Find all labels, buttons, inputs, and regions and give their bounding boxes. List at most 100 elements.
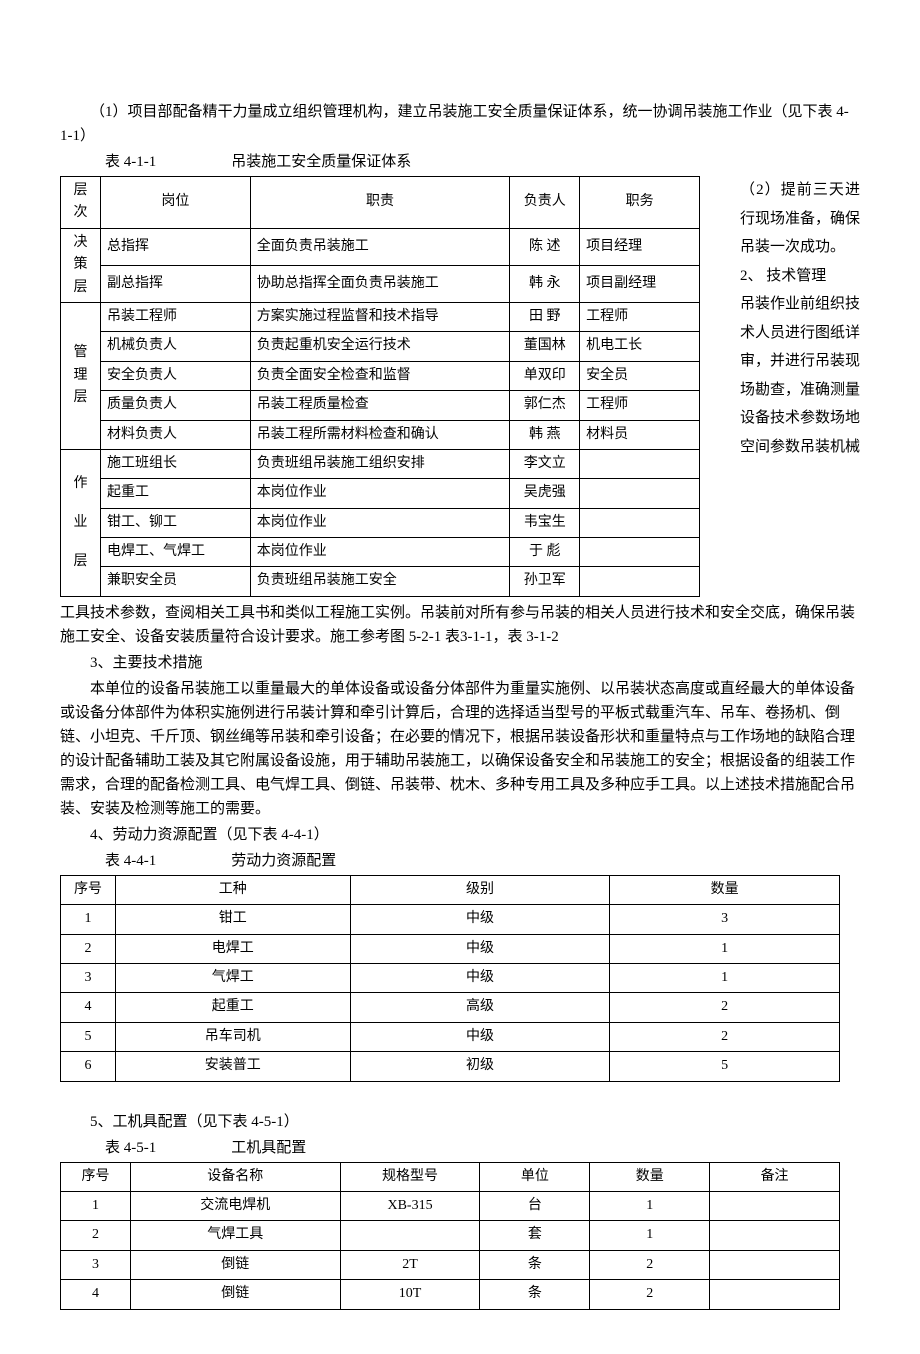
cell: 气焊工具: [130, 1221, 340, 1250]
cell: 1: [61, 905, 116, 934]
cell: 高级: [350, 993, 610, 1022]
table-row: 管理层吊装工程师方案实施过程监督和技术指导田 野工程师: [61, 302, 700, 331]
cell: [710, 1191, 840, 1220]
table-411-header-row: 层次 岗位 职责 负责人 职务: [61, 177, 700, 229]
person-cell: 于 彪: [510, 538, 580, 567]
role-cell: 电焊工、气焊工: [100, 538, 250, 567]
t3-h5: 数量: [590, 1162, 710, 1191]
cell: 中级: [350, 934, 610, 963]
duty-cell: 协助总指挥全面负责吊装施工: [250, 265, 510, 302]
cell: 3: [610, 905, 840, 934]
cell: 2: [610, 1022, 840, 1051]
side-p3: 吊装作业前组织技术人员进行图纸详审，并进行吊装现场勘查，准确测量设备技术参数场地…: [740, 290, 860, 461]
table-row: 安全负责人负责全面安全检查和监督单双印安全员: [61, 361, 700, 390]
person-cell: 田 野: [510, 302, 580, 331]
cell: 交流电焊机: [130, 1191, 340, 1220]
title-cell: [580, 449, 700, 478]
cell: 2: [610, 993, 840, 1022]
t3-h1: 序号: [61, 1162, 131, 1191]
cell: 2T: [340, 1250, 480, 1279]
person-cell: 孙卫军: [510, 567, 580, 596]
person-cell: 韩 永: [510, 265, 580, 302]
cell: 套: [480, 1221, 590, 1250]
level-cell: 决策层: [61, 228, 101, 302]
side-p2: 2、 技术管理: [740, 262, 860, 291]
table-441-header-row: 序号 工种 级别 数量: [61, 875, 840, 904]
table-row: 5吊车司机中级2: [61, 1022, 840, 1051]
cell: 钳工: [115, 905, 350, 934]
t2-h1: 序号: [61, 875, 116, 904]
title-cell: 工程师: [580, 302, 700, 331]
cell: 2: [61, 1221, 131, 1250]
cell: 起重工: [115, 993, 350, 1022]
t1-h2: 岗位: [100, 177, 250, 229]
duty-cell: 吊装工程质量检查: [250, 391, 510, 420]
cell: 3: [61, 1250, 131, 1279]
right-side-text: （2）提前三天进行现场准备，确保吊装一次成功。 2、 技术管理 吊装作业前组织技…: [740, 176, 860, 461]
role-cell: 钳工、铆工: [100, 508, 250, 537]
level-cell: 管理层: [61, 302, 101, 449]
table-row: 1交流电焊机XB-315台1: [61, 1191, 840, 1220]
cell: 1: [61, 1191, 131, 1220]
middle-p1: 工具技术参数，查阅相关工具书和类似工程施工实例。吊装前对所有参与吊装的相关人员进…: [60, 601, 860, 649]
table-451-label: 表 4-5-1 工机具配置: [60, 1136, 860, 1160]
role-cell: 副总指挥: [100, 265, 250, 302]
person-cell: 郭仁杰: [510, 391, 580, 420]
cell: 条: [480, 1250, 590, 1279]
duty-cell: 本岗位作业: [250, 538, 510, 567]
title-cell: 项目副经理: [580, 265, 700, 302]
middle-p2: 3、主要技术措施: [60, 651, 860, 675]
cell: [710, 1250, 840, 1279]
cell: 2: [590, 1250, 710, 1279]
cell: XB-315: [340, 1191, 480, 1220]
table-451-header-row: 序号 设备名称 规格型号 单位 数量 备注: [61, 1162, 840, 1191]
cell: 倒链: [130, 1280, 340, 1309]
cell: 倒链: [130, 1250, 340, 1279]
cell: 2: [61, 934, 116, 963]
table-row: 质量负责人吊装工程质量检查郭仁杰工程师: [61, 391, 700, 420]
table-row: 兼职安全员负责班组吊装施工安全孙卫军: [61, 567, 700, 596]
t3-h4: 单位: [480, 1162, 590, 1191]
role-cell: 质量负责人: [100, 391, 250, 420]
role-cell: 施工班组长: [100, 449, 250, 478]
role-cell: 起重工: [100, 479, 250, 508]
title-cell: [580, 567, 700, 596]
table-row: 3气焊工中级1: [61, 964, 840, 993]
cell: 5: [61, 1022, 116, 1051]
t3-h3: 规格型号: [340, 1162, 480, 1191]
role-cell: 兼职安全员: [100, 567, 250, 596]
table-441: 序号 工种 级别 数量 1钳工中级32电焊工中级13气焊工中级14起重工高级25…: [60, 875, 840, 1082]
cell: 台: [480, 1191, 590, 1220]
table-row: 机械负责人负责起重机安全运行技术董国林机电工长: [61, 332, 700, 361]
cell: 1: [590, 1191, 710, 1220]
cell: 中级: [350, 964, 610, 993]
table-row: 3倒链2T条2: [61, 1250, 840, 1279]
title-cell: [580, 508, 700, 537]
table-row: 电焊工、气焊工本岗位作业于 彪: [61, 538, 700, 567]
cell: 1: [590, 1221, 710, 1250]
duty-cell: 负责起重机安全运行技术: [250, 332, 510, 361]
table-451: 序号 设备名称 规格型号 单位 数量 备注 1交流电焊机XB-315台12气焊工…: [60, 1162, 840, 1310]
cell: 初级: [350, 1052, 610, 1081]
t3-h6: 备注: [710, 1162, 840, 1191]
t2-h3: 级别: [350, 875, 610, 904]
cell: 1: [610, 934, 840, 963]
table-row: 起重工本岗位作业吴虎强: [61, 479, 700, 508]
title-cell: 安全员: [580, 361, 700, 390]
role-cell: 总指挥: [100, 228, 250, 265]
title-cell: 项目经理: [580, 228, 700, 265]
person-cell: 单双印: [510, 361, 580, 390]
table-row: 决策层总指挥全面负责吊装施工陈 述项目经理: [61, 228, 700, 265]
middle-p3: 本单位的设备吊装施工以重量最大的单体设备或设备分体部件为重量实施例、以吊装状态高…: [60, 677, 860, 821]
title-cell: 工程师: [580, 391, 700, 420]
table-441-label: 表 4-4-1 劳动力资源配置: [60, 849, 860, 873]
table-row: 1钳工中级3: [61, 905, 840, 934]
cell: 6: [61, 1052, 116, 1081]
role-cell: 吊装工程师: [100, 302, 250, 331]
cell: 5: [610, 1052, 840, 1081]
duty-cell: 方案实施过程监督和技术指导: [250, 302, 510, 331]
table-row: 4倒链10T条2: [61, 1280, 840, 1309]
cell: 条: [480, 1280, 590, 1309]
level-cell: 作业层: [61, 449, 101, 596]
duty-cell: 本岗位作业: [250, 508, 510, 537]
